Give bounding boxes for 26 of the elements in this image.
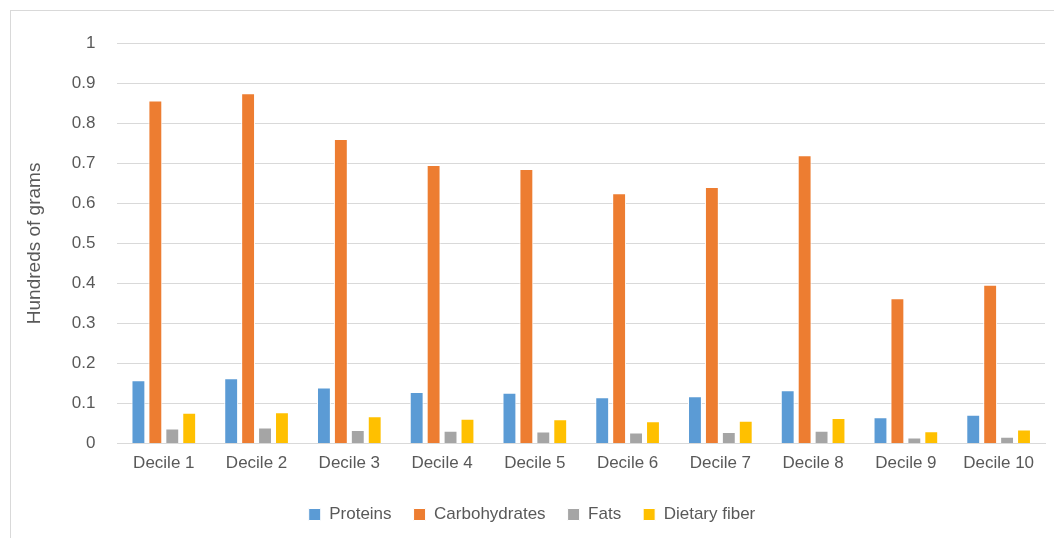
legend-label: Proteins: [329, 504, 392, 524]
x-tick-label: Decile 1: [133, 453, 195, 473]
y-tick-label: 0.5: [71, 233, 96, 253]
y-tick-label: 0: [85, 433, 96, 453]
x-tick-label: Decile 2: [225, 453, 288, 473]
y-tick-label: 0.4: [71, 273, 96, 293]
x-tick-label: Decile 4: [411, 453, 473, 473]
y-tick-label: 0.7: [71, 153, 96, 173]
x-tick-label: Decile 9: [875, 453, 937, 473]
y-axis-title: Hundreds of grams: [22, 162, 44, 325]
y-tick-label: 0.3: [71, 313, 96, 333]
x-tick-label: Decile 5: [504, 453, 566, 473]
x-tick-label: Decile 6: [596, 453, 659, 473]
x-tick-label: Decile 7: [689, 453, 752, 473]
y-tick-label: 0.8: [71, 112, 96, 132]
legend-label: Dietary fiber: [663, 504, 756, 524]
legend-label: Carbohydrates: [434, 504, 546, 524]
y-tick-label: 0.9: [71, 72, 96, 92]
y-tick-label: 0.2: [71, 353, 96, 373]
x-tick-label: Decile 10: [963, 453, 1035, 473]
x-tick-label: Decile 3: [318, 453, 381, 473]
y-tick-label: 0.1: [71, 393, 96, 413]
y-tick-label: 1: [85, 32, 96, 52]
y-tick-label: 0.6: [71, 193, 96, 213]
x-tick-label: Decile 8: [782, 453, 844, 473]
legend-label: Fats: [588, 504, 622, 524]
